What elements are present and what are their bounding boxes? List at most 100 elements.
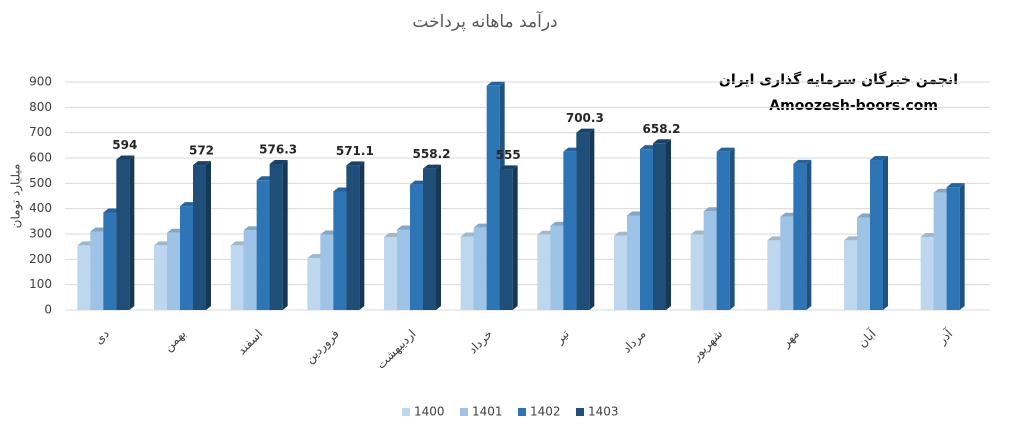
bar [614, 235, 627, 310]
x-tick-label: اردیبهشت [374, 327, 420, 373]
bar [780, 216, 794, 310]
x-tick-label: شهریور [688, 327, 726, 365]
y-tick-label: 500 [29, 176, 52, 190]
bar-top [486, 81, 505, 86]
bar [576, 132, 590, 310]
chart-title: درآمد ماهانه پرداخت [412, 10, 557, 32]
bar-side [666, 139, 671, 310]
bar [563, 151, 577, 310]
bar [397, 229, 410, 310]
bar [499, 169, 513, 310]
x-tick-label: بهمن [161, 327, 189, 355]
bar [243, 230, 257, 310]
bar [230, 245, 244, 310]
value-label: 571.1 [336, 144, 374, 158]
y-tick-label: 800 [29, 100, 52, 114]
x-tick-label: آذر [934, 326, 957, 349]
bar-side [883, 156, 888, 310]
legend-swatch [402, 408, 410, 416]
x-tick-label: اسفند [235, 327, 266, 358]
bar-top [346, 161, 365, 166]
bar [460, 236, 474, 310]
bar [90, 231, 104, 310]
bar [473, 227, 487, 310]
bar-side [589, 128, 595, 310]
bar [690, 234, 704, 310]
value-label: 658.2 [643, 122, 681, 136]
bar [103, 212, 117, 310]
legend-label: 1400 [414, 405, 445, 419]
bar [537, 234, 551, 310]
bar [857, 217, 870, 310]
bar-side [282, 160, 288, 310]
legend-swatch [518, 408, 526, 416]
y-tick-label: 400 [29, 201, 52, 215]
x-tick-label: مهر [778, 327, 802, 351]
legend-label: 1403 [588, 405, 619, 419]
bar-top [269, 160, 288, 165]
value-label: 572 [189, 144, 214, 158]
bar [307, 258, 321, 310]
bar [346, 165, 360, 310]
bar [703, 211, 717, 310]
bar [193, 165, 206, 310]
bar [256, 180, 270, 310]
bar [320, 234, 334, 310]
bar [870, 160, 883, 310]
bar-side [359, 161, 365, 310]
bar-side [512, 165, 518, 310]
bar [653, 143, 666, 310]
bar [180, 206, 193, 310]
bar-side [206, 161, 211, 310]
x-tick-label: مرداد [620, 327, 650, 357]
bar [793, 163, 807, 310]
x-tick-label: خرداد [466, 327, 496, 357]
value-label: 576.3 [259, 143, 297, 157]
value-label: 555 [496, 148, 521, 162]
value-label: 558.2 [413, 147, 451, 161]
value-label: 594 [112, 138, 137, 152]
y-tick-label: 100 [29, 277, 52, 291]
bar [933, 192, 947, 310]
y-axis-title: میلیارد تومان [9, 164, 24, 229]
y-tick-label: 200 [29, 252, 52, 266]
bar-top [423, 164, 441, 169]
x-tick-label: فروردین [302, 327, 342, 367]
y-tick-label: 900 [29, 75, 52, 89]
x-tick-label: دی [92, 327, 112, 347]
annotation: انجمن خبرگان سرمایه گذاری ایران [719, 71, 958, 88]
bar-side [729, 147, 735, 310]
bar-side [129, 155, 135, 310]
bar [844, 240, 857, 310]
y-tick-label: 600 [29, 151, 52, 165]
bar [627, 215, 640, 310]
bar-top [576, 128, 595, 133]
legend-label: 1402 [530, 405, 561, 419]
annotation: Amoozesh-boors.com [769, 98, 938, 114]
bar-side [959, 183, 965, 310]
bar [116, 159, 130, 310]
bar [423, 168, 436, 310]
bar-side [806, 159, 812, 310]
bar [154, 245, 167, 310]
bar [767, 240, 781, 310]
x-tick-label: تیر [552, 327, 573, 348]
bar-top [653, 139, 671, 144]
x-tick-label: آبان [854, 326, 879, 351]
legend-swatch [460, 408, 468, 416]
bar-top [716, 147, 735, 152]
bar [716, 151, 730, 310]
bar [920, 237, 934, 310]
bar-top [870, 156, 888, 161]
y-tick-label: 700 [29, 125, 52, 139]
y-tick-label: 0 [44, 303, 52, 317]
legend-swatch [576, 408, 584, 416]
y-tick-label: 300 [29, 227, 52, 241]
bar-top [946, 183, 965, 188]
bar [384, 237, 397, 310]
bar [486, 85, 500, 310]
bar-side [436, 164, 441, 310]
bar [333, 191, 347, 310]
bar [640, 149, 653, 310]
